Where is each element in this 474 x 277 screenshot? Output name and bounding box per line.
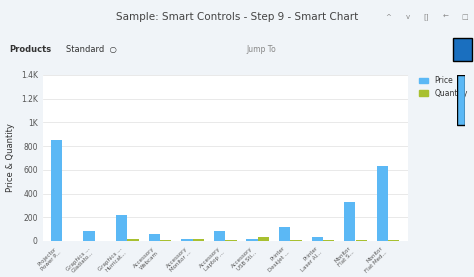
Bar	[192, 238, 204, 241]
Bar	[51, 140, 62, 241]
Bar	[323, 240, 334, 241]
Text: Products: Products	[9, 45, 52, 54]
Bar	[225, 240, 237, 241]
Bar	[181, 238, 192, 241]
Bar	[214, 232, 225, 241]
Bar	[128, 239, 139, 241]
FancyBboxPatch shape	[453, 38, 472, 61]
Text: □: □	[461, 14, 468, 20]
Bar	[83, 232, 95, 241]
Legend: Price, Quantity: Price, Quantity	[416, 73, 471, 101]
Bar	[290, 240, 302, 241]
Text: []: []	[424, 13, 429, 20]
Bar	[258, 237, 269, 241]
FancyBboxPatch shape	[457, 75, 465, 125]
Text: Standard  ○: Standard ○	[66, 45, 117, 54]
Text: ←: ←	[443, 14, 448, 20]
Bar	[356, 240, 367, 241]
Text: v: v	[406, 14, 410, 20]
Bar	[246, 238, 258, 241]
Bar	[344, 202, 356, 241]
Bar	[311, 237, 323, 241]
Text: Sample: Smart Controls - Step 9 - Smart Chart: Sample: Smart Controls - Step 9 - Smart …	[116, 12, 358, 22]
Text: Jump To: Jump To	[246, 45, 276, 54]
Bar	[160, 240, 172, 241]
Bar	[279, 227, 290, 241]
Bar	[116, 215, 128, 241]
Text: ^: ^	[386, 14, 392, 20]
Y-axis label: Price & Quantity: Price & Quantity	[6, 124, 15, 192]
Bar	[148, 234, 160, 241]
Bar	[388, 240, 400, 241]
Bar	[377, 166, 388, 241]
